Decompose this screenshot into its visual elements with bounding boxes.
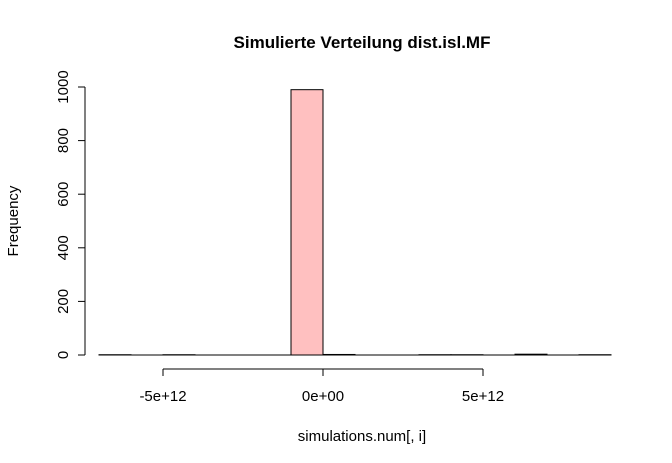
x-tick-label-1: 0e+00 [302, 388, 344, 405]
x-tick-label-0: -5e+12 [139, 388, 186, 405]
histogram-bars [98, 89, 612, 356]
x-axis: -5e+12 0e+00 5e+12 [139, 368, 504, 405]
y-tick-label-0: 0 [55, 351, 72, 359]
y-tick-label-3: 600 [55, 182, 72, 207]
y-tick-label-1: 200 [55, 289, 72, 314]
y-tick-label-4: 800 [55, 128, 72, 153]
x-tick-label-2: 5e+12 [462, 388, 504, 405]
y-tick-label-5: 1000 [55, 70, 72, 103]
histogram-bar-6 [290, 89, 324, 356]
y-axis-label: Frequency [5, 185, 22, 256]
chart-title: Simulierte Verteilung dist.isl.MF [234, 33, 491, 52]
x-axis-label: simulations.num[, i] [298, 428, 426, 445]
y-axis: 0 200 400 600 800 1000 [55, 70, 86, 359]
y-tick-label-2: 400 [55, 235, 72, 260]
